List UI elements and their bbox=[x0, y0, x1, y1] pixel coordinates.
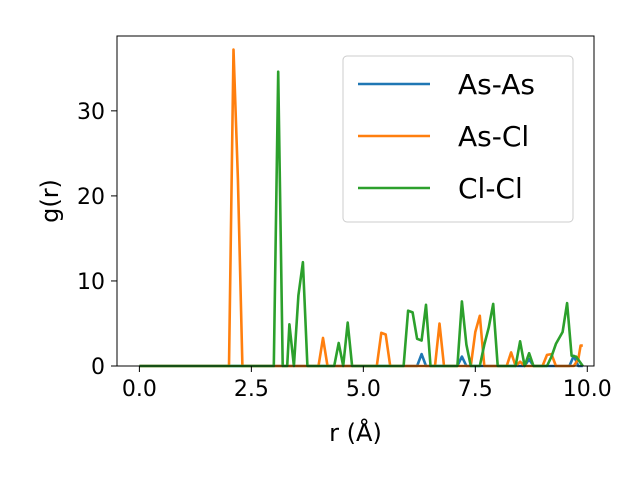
y-tick-label: 0 bbox=[91, 355, 105, 380]
y-axis-label: g(r) bbox=[36, 179, 64, 223]
x-tick-label: 5.0 bbox=[346, 377, 381, 402]
legend-label-cl-cl: Cl-Cl bbox=[458, 172, 523, 205]
x-tick-label: 2.5 bbox=[234, 377, 269, 402]
x-axis-ticks: 0.0 2.5 5.0 7.5 10.0 bbox=[122, 366, 612, 402]
axes-frame bbox=[116, 35, 595, 367]
x-tick-label: 7.5 bbox=[458, 377, 493, 402]
legend: As-As As-Cl Cl-Cl bbox=[342, 55, 574, 223]
x-tick-label: 10.0 bbox=[563, 377, 612, 402]
y-axis-ticks: 0 10 20 30 bbox=[77, 100, 117, 380]
legend-box bbox=[342, 55, 574, 223]
series-line-as-cl bbox=[139, 48, 583, 368]
legend-label-as-cl: As-Cl bbox=[458, 120, 529, 153]
x-tick-label: 0.0 bbox=[122, 377, 157, 402]
y-tick-label: 20 bbox=[77, 185, 105, 210]
legend-label-as-as: As-As bbox=[458, 68, 535, 101]
y-tick-label: 30 bbox=[77, 100, 105, 125]
x-axis-label: r (Å) bbox=[329, 418, 382, 447]
y-tick-label: 10 bbox=[77, 270, 105, 295]
